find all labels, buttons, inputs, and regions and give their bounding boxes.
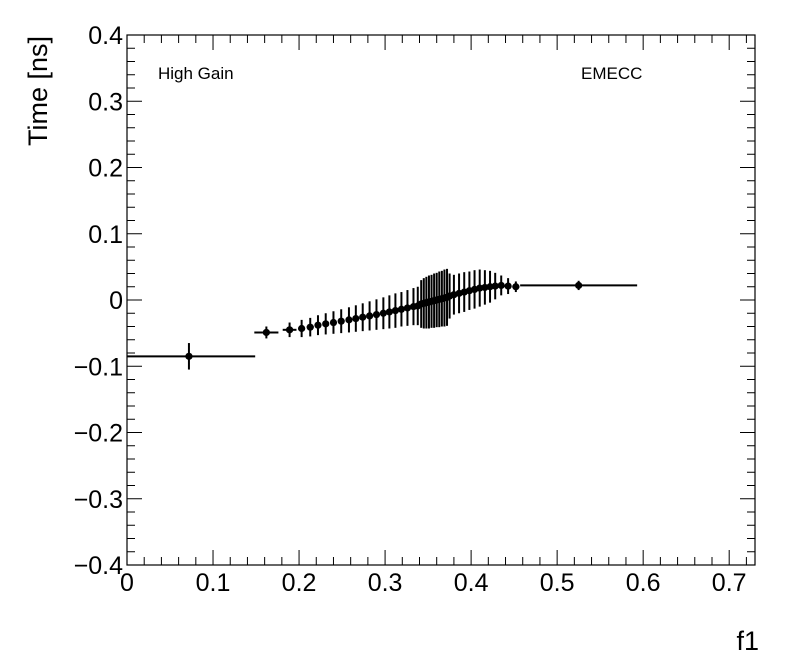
data-point — [391, 307, 400, 315]
annotation-high-gain: High Gain — [158, 64, 234, 83]
data-point — [359, 313, 367, 321]
data-point — [322, 320, 330, 328]
data-point — [314, 321, 322, 329]
y-tick-label: −0.3 — [74, 486, 123, 514]
data-point — [491, 282, 499, 290]
x-tick-label: 0.5 — [540, 569, 575, 597]
y-tick-label: 0.4 — [88, 22, 123, 50]
data-point — [345, 316, 353, 324]
x-tick-label: 0.3 — [368, 569, 403, 597]
data-point — [306, 323, 314, 331]
data-point — [497, 281, 505, 290]
x-tick-label: 0 — [120, 569, 134, 597]
data-point — [262, 328, 270, 337]
x-tick-label: 0.6 — [626, 569, 661, 597]
data-point — [385, 308, 393, 316]
data-point — [575, 281, 583, 290]
y-tick-label: −0.4 — [74, 552, 123, 580]
data-point — [379, 309, 387, 317]
tick-labels: 0 0.1 0.2 0.3 0.4 0.5 0.6 0.7 0.4 0.3 0.2 0.1 0 −0.1 −… — [74, 22, 747, 597]
data-point — [403, 304, 412, 312]
data-point — [337, 317, 345, 325]
y-tick-label: 0 — [109, 287, 123, 315]
y-tick-label: 0.2 — [88, 155, 123, 183]
data-point — [397, 305, 406, 313]
data-point — [329, 318, 338, 327]
y-tick-label: 0.3 — [88, 88, 123, 116]
data-point — [352, 314, 360, 323]
y-tick-label: −0.1 — [74, 353, 123, 381]
x-tick-label: 0.1 — [196, 569, 231, 597]
x-tick-label: 0.2 — [282, 569, 317, 597]
x-tick-label: 0.7 — [712, 569, 747, 597]
y-axis-title: Time [ns] — [23, 36, 53, 146]
data-point — [365, 312, 374, 320]
annotation-emecc: EMECC — [581, 64, 642, 83]
data-point — [504, 282, 512, 290]
x-tick-label: 0.4 — [454, 569, 489, 597]
data-point — [285, 326, 294, 334]
data-point — [512, 283, 520, 291]
x-axis-title: f1 — [736, 626, 759, 656]
data-point — [185, 352, 193, 360]
y-tick-label: 0.1 — [88, 221, 123, 249]
axis-ticks — [126, 34, 755, 566]
data-points — [127, 268, 638, 370]
data-point — [298, 324, 306, 333]
data-point — [372, 310, 381, 319]
y-tick-label: −0.2 — [74, 420, 123, 448]
